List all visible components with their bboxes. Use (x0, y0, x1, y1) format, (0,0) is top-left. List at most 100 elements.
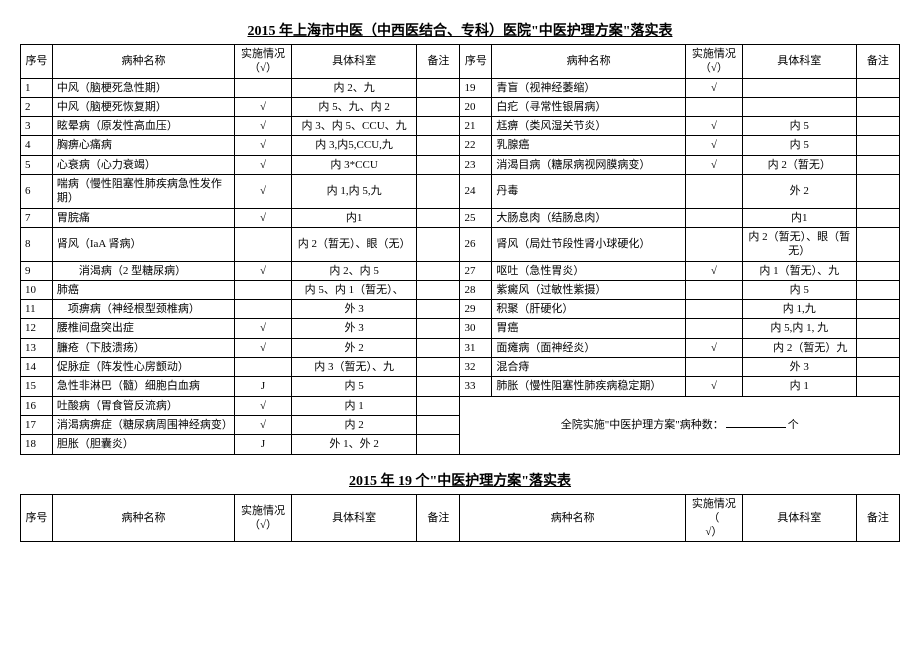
cell-dept: 内 1 (742, 377, 856, 396)
hdr-seq: 序号 (21, 45, 53, 79)
hdr2-seq: 序号 (21, 494, 53, 542)
cell-dept: 内1 (742, 208, 856, 227)
cell-dept: 内 5、内 1（暂无）、 (291, 280, 416, 299)
cell-name: 肺癌 (52, 280, 234, 299)
cell-dept: 内 3*CCU (291, 155, 416, 174)
table-row: 11 项痹病（神经根型颈椎病）外 329积聚（肝硬化）内 1,九 (21, 300, 900, 319)
cell-dept: 内 2（暂无）、眼（无） (291, 227, 416, 261)
cell-impl: √ (685, 136, 742, 155)
cell-seq: 3 (21, 117, 53, 136)
cell-note (856, 280, 899, 299)
cell-note (417, 261, 460, 280)
cell-dept: 内 2（暂无） (742, 155, 856, 174)
summary-text: 全院实施"中医护理方案"病种数： (561, 419, 724, 431)
cell-note (417, 155, 460, 174)
table-row: 4胸痹心痛病√内 3,内5,CCU,九22乳腺癌√内 5 (21, 136, 900, 155)
table-row: 9 消渴病（2 型糖尿病）√内 2、内 527呕吐（急性胃炎）√内 1（暂无）、… (21, 261, 900, 280)
cell-dept: 内 1（暂无）、九 (742, 261, 856, 280)
cell-dept: 内 1,九 (742, 300, 856, 319)
cell-note (856, 117, 899, 136)
summary-cell: 全院实施"中医护理方案"病种数：个 (460, 396, 900, 454)
cell-note (856, 300, 899, 319)
cell-dept: 内 5 (742, 136, 856, 155)
hdr-seq2: 序号 (460, 45, 492, 79)
hdr-dept: 具体科室 (291, 45, 416, 79)
cell-seq: 24 (460, 175, 492, 209)
cell-name: 乳腺癌 (492, 136, 686, 155)
cell-impl: J (235, 435, 292, 454)
cell-impl: √ (685, 117, 742, 136)
cell-name: 胸痹心痛病 (52, 136, 234, 155)
cell-impl (685, 175, 742, 209)
hdr2-impl: 实施情况（√） (235, 494, 292, 542)
cell-name: 消渴目病（糖尿病视网膜病变） (492, 155, 686, 174)
cell-impl: √ (235, 415, 292, 434)
cell-seq: 26 (460, 227, 492, 261)
cell-note (856, 78, 899, 97)
cell-impl (235, 280, 292, 299)
cell-seq: 33 (460, 377, 492, 396)
cell-name: 心衰病（心力衰竭） (52, 155, 234, 174)
cell-name: 肾风（IaA 肾病） (52, 227, 234, 261)
cell-note (417, 338, 460, 357)
cell-seq: 25 (460, 208, 492, 227)
cell-seq: 16 (21, 396, 53, 415)
cell-impl: √ (235, 338, 292, 357)
cell-note (417, 435, 460, 454)
cell-dept: 内 2（暂无）九 (742, 338, 856, 357)
cell-name: 紫癜风（过敏性紫摄） (492, 280, 686, 299)
cell-impl (235, 78, 292, 97)
table-row: 15急性非淋巴（髓）细胞白血病J内 533肺胀（慢性阻塞性肺疾病稳定期）√内 1 (21, 377, 900, 396)
header-row-2: 序号 病种名称 实施情况（√） 具体科室 备注 病种名称 实施情况（√） 具体科… (21, 494, 900, 542)
cell-impl (235, 358, 292, 377)
cell-note (417, 175, 460, 209)
cell-name: 肾风（局灶节段性肾小球硬化） (492, 227, 686, 261)
table-row: 12腰椎间盘突出症√外 330胃癌内 5,内 1, 九 (21, 319, 900, 338)
cell-name: 喘病（慢性阻塞性肺疾病急性发作期） (52, 175, 234, 209)
cell-seq: 15 (21, 377, 53, 396)
table-row: 1中风（脑梗死急性期）内 2、九19青盲（视神经萎缩）√ (21, 78, 900, 97)
cell-seq: 10 (21, 280, 53, 299)
hdr-note2: 备注 (856, 45, 899, 79)
cell-seq: 22 (460, 136, 492, 155)
cell-impl: √ (235, 175, 292, 209)
cell-seq: 31 (460, 338, 492, 357)
cell-impl: √ (235, 208, 292, 227)
cell-seq: 27 (460, 261, 492, 280)
cell-name: 尪痹（类风湿关节炎） (492, 117, 686, 136)
table-row: 16吐酸病（胃食管反流病）√内 1全院实施"中医护理方案"病种数：个 (21, 396, 900, 415)
cell-note (856, 136, 899, 155)
cell-dept: 内 1,内 5,九 (291, 175, 416, 209)
cell-name: 胃脘痛 (52, 208, 234, 227)
hdr2-impl2: 实施情况（√） (685, 494, 742, 542)
cell-seq: 28 (460, 280, 492, 299)
cell-impl (685, 208, 742, 227)
cell-name: 项痹病（神经根型颈椎病） (52, 300, 234, 319)
table-row: 10肺癌内 5、内 1（暂无）、28紫癜风（过敏性紫摄）内 5 (21, 280, 900, 299)
cell-note (856, 97, 899, 116)
cell-impl: √ (685, 377, 742, 396)
hdr-name: 病种名称 (52, 45, 234, 79)
cell-dept: 内 3,内5,CCU,九 (291, 136, 416, 155)
cell-note (417, 358, 460, 377)
cell-seq: 17 (21, 415, 53, 434)
cell-impl (685, 227, 742, 261)
cell-name: 肺胀（慢性阻塞性肺疾病稳定期） (492, 377, 686, 396)
cell-dept: 内 2（暂无）、眼（暂无） (742, 227, 856, 261)
cell-impl: J (235, 377, 292, 396)
cell-seq: 9 (21, 261, 53, 280)
page-title-1: 2015 年上海市中医（中西医结合、专科）医院"中医护理方案"落实表 (20, 20, 900, 40)
cell-impl: √ (235, 97, 292, 116)
table-row: 14促脉症（阵发性心房颤动）内 3（暂无）、九32混合痔外 3 (21, 358, 900, 377)
hdr2-note2: 备注 (856, 494, 899, 542)
cell-impl: √ (235, 155, 292, 174)
cell-note (417, 415, 460, 434)
cell-name: 胆胀（胆囊炎） (52, 435, 234, 454)
cell-impl: √ (685, 78, 742, 97)
hdr2-dept2: 具体科室 (742, 494, 856, 542)
cell-note (856, 227, 899, 261)
cell-name: 胃癌 (492, 319, 686, 338)
cell-note (417, 300, 460, 319)
cell-impl (685, 300, 742, 319)
cell-dept (742, 78, 856, 97)
